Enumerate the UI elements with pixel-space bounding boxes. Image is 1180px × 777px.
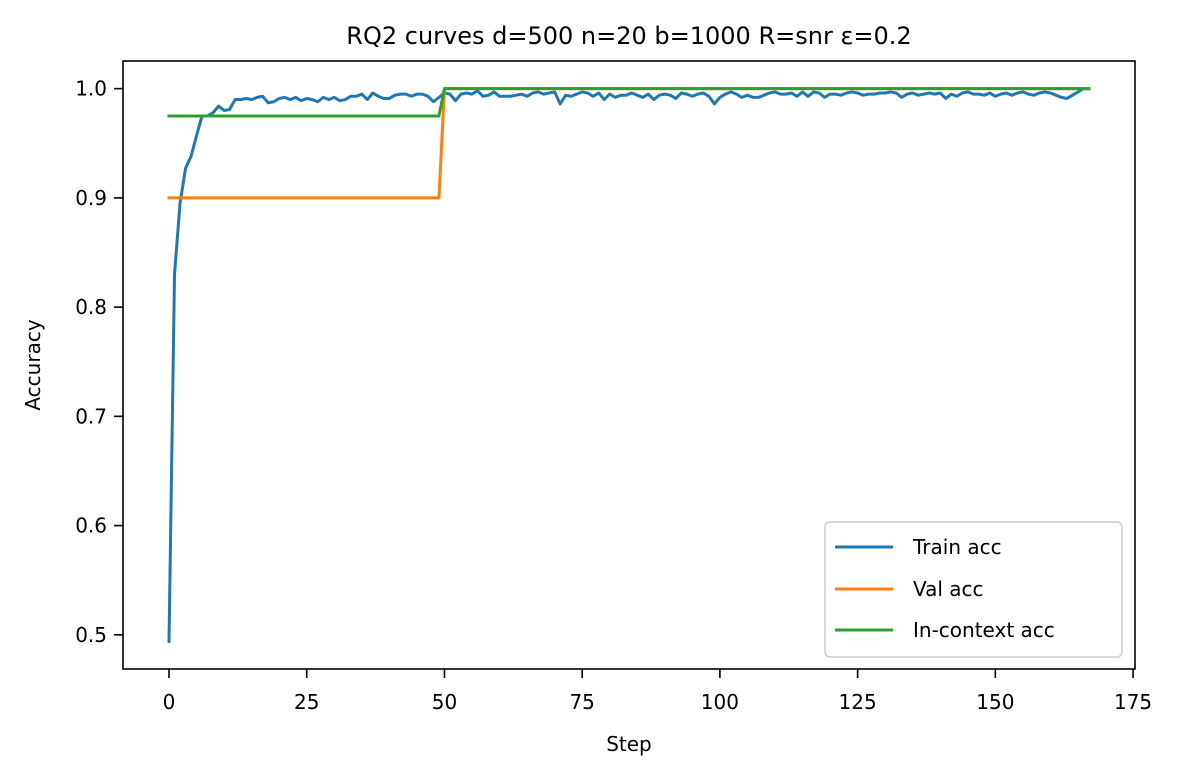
y-tick-label: 1.0 — [75, 77, 107, 101]
series-line-in-context-acc — [167, 87, 1091, 118]
x-tick-label: 150 — [976, 690, 1014, 714]
chart-title: RQ2 curves d=500 n=20 b=1000 R=snr ε=0.2 — [346, 22, 911, 50]
legend-label-in-context: In-context acc — [913, 618, 1055, 642]
y-tick-label: 0.6 — [75, 514, 107, 538]
x-tick-label: 175 — [1114, 690, 1152, 714]
plot-area-frame — [122, 60, 1136, 670]
x-tick-label: 25 — [294, 690, 319, 714]
y-tick-label: 0.9 — [75, 186, 107, 210]
legend-item-val: Val acc — [835, 577, 984, 601]
legend-label-val: Val acc — [913, 577, 984, 601]
legend-item-in-context: In-context acc — [835, 618, 1055, 642]
series-layer — [167, 87, 1091, 643]
x-tick-label: 125 — [839, 690, 877, 714]
y-axis-label: Accuracy — [21, 319, 45, 410]
y-tick-label: 0.5 — [75, 623, 107, 647]
x-axis-label: Step — [606, 732, 652, 756]
y-axis: 0.5 0.6 0.7 0.8 0.9 1.0 — [75, 77, 123, 647]
y-tick-label: 0.7 — [75, 404, 107, 428]
x-tick-label: 50 — [432, 690, 457, 714]
legend-label-train: Train acc — [912, 535, 1002, 559]
x-tick-label: 75 — [569, 690, 594, 714]
x-tick-label: 0 — [163, 690, 176, 714]
y-tick-label: 0.8 — [75, 295, 107, 319]
legend-item-train: Train acc — [835, 535, 1002, 559]
legend-box — [824, 521, 1123, 658]
legend: Train acc Val acc In-context acc — [824, 521, 1123, 658]
x-tick-label: 100 — [701, 690, 739, 714]
series-line-train-acc — [167, 87, 1091, 643]
x-axis: 0 25 50 75 100 125 150 175 — [163, 669, 1152, 714]
